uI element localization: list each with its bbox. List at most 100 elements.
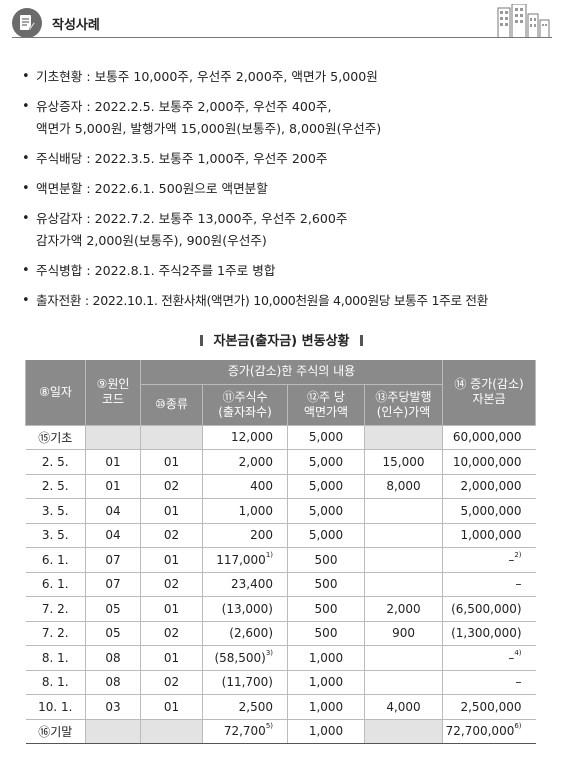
header-par: ⑫주 당 액면가액 <box>287 383 365 426</box>
bullet-line: 주식배당 : 2022.3.5. 보통주 1,000주, 우선주 200주 <box>36 151 328 166</box>
cell-code: 05 <box>85 596 141 622</box>
cell-shares-value: 2,000 <box>238 454 273 469</box>
cell-type-value: 02 <box>163 528 180 543</box>
cell-par: 5,000 <box>287 498 365 524</box>
bullet-item: 액면분할 : 2022.6.1. 500원으로 액면분할 <box>22 178 547 200</box>
cell-code: 08 <box>85 645 141 671</box>
footnote-marker: 3) <box>265 648 273 657</box>
cell-date: 6. 1. <box>25 547 86 573</box>
cell-par-value: 500 <box>314 626 338 641</box>
cell-par-value: 1,000 <box>308 724 344 739</box>
cell-par-value: 500 <box>314 552 338 567</box>
cell-code-value: 04 <box>105 528 121 543</box>
cell-capital: 1,000,000 <box>442 523 536 548</box>
cell-par: 5,000 <box>287 523 365 548</box>
cell-issue <box>364 498 444 524</box>
header-issue: ⑬주당발행 (인수)가액 <box>363 383 444 426</box>
header-cause-code: ⑨원인 코드 <box>85 360 141 426</box>
table-title-text: 자본금(출자금) 변동상황 <box>213 334 350 349</box>
table-row: 8. 1. 08 02 (11,700) 1,000 – <box>25 670 536 695</box>
cell-date-value: 10. 1. <box>38 699 73 714</box>
table-row: ⑮기초 12,000 5,000 60,000,000 <box>25 425 536 450</box>
bullet-line: 액면분할 : 2022.6.1. 500원으로 액면분할 <box>36 181 268 196</box>
cell-date: 6. 1. <box>25 572 86 597</box>
cell-issue: 8,000 <box>364 474 444 499</box>
cell-code: 07 <box>85 547 141 573</box>
cell-code: 01 <box>85 474 141 499</box>
cell-par-value: 500 <box>314 601 338 616</box>
cell-date: 3. 5. <box>25 498 86 524</box>
cell-date-value: 7. 2. <box>41 626 69 641</box>
cell-date: ⑯기말 <box>25 719 86 744</box>
section-header: 작성사례 <box>12 4 552 38</box>
cell-date: 8. 1. <box>25 645 86 671</box>
header-capital: ⑭ 증가(감소) 자본금 <box>442 360 537 426</box>
table-row: 7. 2. 05 01 (13,000) 500 2,000 (6,500,000) <box>25 596 536 622</box>
cell-issue-value: 4,000 <box>386 699 421 714</box>
cell-type <box>140 425 203 450</box>
cell-type-value: 02 <box>163 675 180 690</box>
header-shares: ⑪주식수 (출자좌수) <box>202 383 288 426</box>
cell-capital: –4) <box>442 645 536 671</box>
cell-issue <box>364 719 444 744</box>
cell-shares: (11,700) <box>202 670 288 695</box>
cell-par-value: 5,000 <box>308 528 344 543</box>
cell-type: 01 <box>140 694 203 720</box>
cell-date: 3. 5. <box>25 523 86 548</box>
cell-issue-value: 15,000 <box>382 454 425 469</box>
header-shares-line1: ⑪주식수 <box>222 389 268 404</box>
cell-capital-value: 5,000,000 <box>460 503 522 518</box>
bullet-item: 유상감자 : 2022.7.2. 보통주 13,000주, 우선주 2,600주… <box>22 208 547 252</box>
cell-date-value: 3. 5. <box>41 503 69 518</box>
header-date: ⑧일자 <box>25 360 86 426</box>
cell-par: 500 <box>287 572 365 597</box>
cell-issue: 900 <box>364 621 444 646</box>
table-row: 8. 1. 08 01 (58,500)3) 1,000 –4) <box>25 645 536 671</box>
cell-shares: 2,500 <box>202 694 288 720</box>
cell-shares-value: 23,400 <box>231 577 273 592</box>
cell-shares-value: (58,500) <box>214 650 266 665</box>
cell-capital-value: 72,700,000 <box>445 724 515 739</box>
table-title: 자본금(출자금) 변동상황 <box>0 330 563 349</box>
header-group: 증가(감소)한 주식의 내용 <box>139 360 444 385</box>
header-par-line1: ⑫주 당 <box>307 389 345 404</box>
header-capital-line2: 자본금 <box>472 392 506 407</box>
cell-par: 5,000 <box>287 449 365 475</box>
cell-type-value: 02 <box>163 626 180 641</box>
cell-shares-value: 400 <box>250 479 273 494</box>
header-issue-line1: ⑬주당발행 <box>375 389 432 404</box>
bullet-line: 출자전환 : 2022.10.1. 전환사채(액면가) 10,000천원을 4,… <box>36 293 489 308</box>
cell-issue-value: 900 <box>392 626 415 641</box>
header-type: ⑩종류 <box>140 383 203 426</box>
cell-code <box>85 719 141 744</box>
cell-shares-value: 72,700 <box>223 724 266 739</box>
cell-shares-value: 12,000 <box>231 430 273 445</box>
cell-type: 01 <box>140 449 203 475</box>
table-row: 7. 2. 05 02 (2,600) 500 900 (1,300,000) <box>25 621 536 646</box>
cell-capital: 60,000,000 <box>442 425 536 450</box>
cell-code-value: 07 <box>105 577 121 592</box>
footnote-marker: 1) <box>265 550 273 559</box>
cell-date: 2. 5. <box>25 474 86 499</box>
cell-capital: – <box>442 572 536 597</box>
cell-shares: 2,000 <box>202 449 288 475</box>
cell-issue-value: 2,000 <box>386 601 421 616</box>
cell-date: 7. 2. <box>25 596 86 622</box>
cell-issue <box>364 670 444 695</box>
cell-capital-value: – <box>515 675 522 690</box>
cell-shares: 400 <box>202 474 288 499</box>
cell-type: 02 <box>140 670 203 695</box>
cell-type-value: 01 <box>163 650 180 665</box>
cell-issue: 4,000 <box>364 694 444 720</box>
cell-code-value: 03 <box>105 699 121 714</box>
cell-par-value: 5,000 <box>308 430 344 445</box>
footnote-marker: 6) <box>514 722 522 731</box>
cell-type-value: 01 <box>163 552 180 567</box>
cell-capital-value: 1,000,000 <box>460 528 522 543</box>
cell-code-value: 05 <box>105 601 121 616</box>
table-row: 3. 5. 04 02 200 5,000 1,000,000 <box>25 523 536 548</box>
cell-shares-value: 2,500 <box>238 699 273 714</box>
cell-capital: (6,500,000) <box>442 596 536 622</box>
cell-type: 02 <box>140 621 203 646</box>
cell-shares: 23,400 <box>202 572 288 597</box>
